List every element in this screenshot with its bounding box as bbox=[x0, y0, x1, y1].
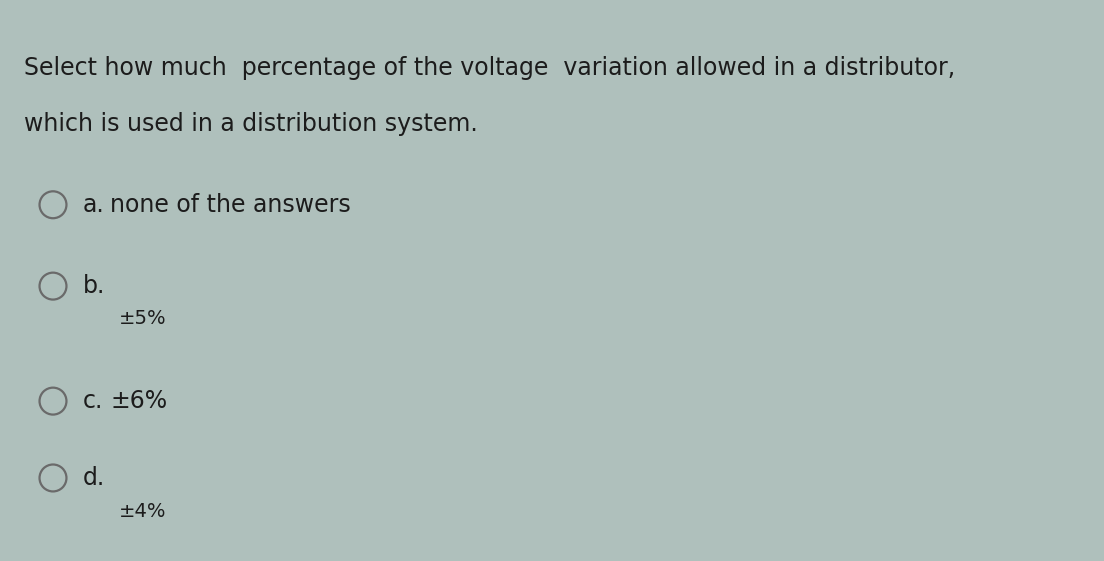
Text: d.: d. bbox=[83, 466, 105, 490]
Text: which is used in a distribution system.: which is used in a distribution system. bbox=[24, 112, 478, 136]
Text: Select how much  percentage of the voltage  variation allowed in a distributor,: Select how much percentage of the voltag… bbox=[24, 56, 955, 80]
Text: ±6%: ±6% bbox=[110, 389, 168, 413]
Text: ±4%: ±4% bbox=[119, 502, 167, 521]
Text: c.: c. bbox=[83, 389, 103, 413]
Text: a.: a. bbox=[83, 193, 105, 217]
Text: b.: b. bbox=[83, 274, 105, 298]
Text: ±5%: ±5% bbox=[119, 309, 167, 328]
Text: none of the answers: none of the answers bbox=[110, 193, 351, 217]
